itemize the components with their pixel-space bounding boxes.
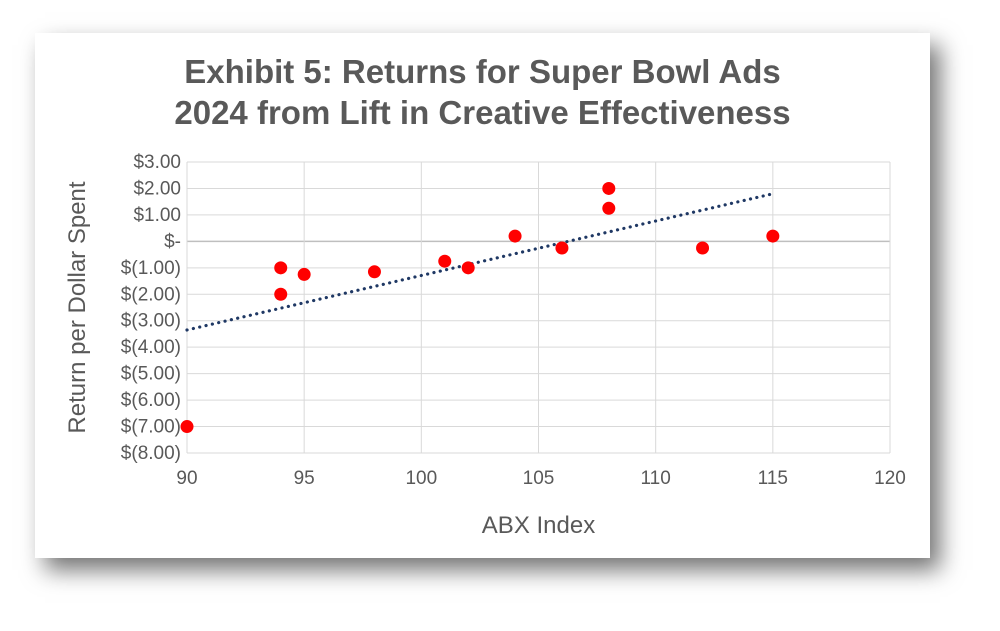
data-point (367, 265, 381, 279)
data-point (297, 267, 311, 281)
x-tick-label: 95 (294, 468, 315, 489)
y-tick-label: $(1.00) (121, 258, 181, 279)
data-point (461, 261, 475, 275)
scatter-plot: $3.00 $2.00 $1.00 $- $(1.00) $(2.00) $(3.00) $(… (64, 152, 906, 539)
x-axis-tick-labels: 90 95 100 105 110 115 120 (176, 468, 905, 489)
y-axis-title: Return per Dollar Spent (64, 181, 91, 433)
y-tick-label: $2.00 (133, 178, 181, 199)
y-tick-label: $(8.00) (121, 443, 181, 464)
y-tick-label: $(5.00) (121, 364, 181, 385)
data-points (180, 181, 780, 434)
chart-card: Exhibit 5: Returns for Super Bowl Ads 20… (35, 33, 930, 558)
x-tick-label: 120 (874, 468, 906, 489)
data-point (508, 229, 522, 243)
data-point (274, 261, 288, 275)
data-point (180, 420, 194, 434)
chart-title-line-1: Exhibit 5: Returns for Super Bowl Ads (184, 53, 781, 90)
data-point (602, 201, 616, 215)
chart-title-line-2: 2024 from Lift in Creative Effectiveness (174, 94, 791, 131)
trendline-layer (185, 192, 775, 332)
data-point (766, 229, 780, 243)
x-tick-label: 105 (523, 468, 555, 489)
data-point (696, 241, 710, 255)
y-tick-label: $(4.00) (121, 337, 181, 358)
y-axis-tick-labels: $3.00 $2.00 $1.00 $- $(1.00) $(2.00) $(3.00) $(… (121, 152, 181, 464)
y-tick-label: $(7.00) (121, 417, 181, 438)
y-tick-label: $1.00 (133, 205, 181, 226)
y-tick-label: $3.00 (133, 152, 181, 173)
x-tick-label: 100 (405, 468, 437, 489)
data-point (438, 254, 452, 268)
y-tick-label: $(2.00) (121, 284, 181, 305)
y-tick-label: $- (164, 231, 181, 252)
x-tick-label: 90 (176, 468, 197, 489)
x-axis-title: ABX Index (482, 512, 595, 539)
trendline (185, 192, 775, 332)
grid-layer (186, 161, 891, 454)
data-point (274, 287, 288, 301)
y-tick-label: $(6.00) (121, 390, 181, 411)
x-tick-label: 115 (758, 468, 788, 489)
data-point (602, 181, 616, 195)
y-tick-label: $(3.00) (121, 311, 181, 332)
chart-title: Exhibit 5: Returns for Super Bowl Ads 20… (35, 51, 930, 133)
x-tick-label: 110 (641, 468, 671, 489)
data-point (555, 241, 569, 255)
